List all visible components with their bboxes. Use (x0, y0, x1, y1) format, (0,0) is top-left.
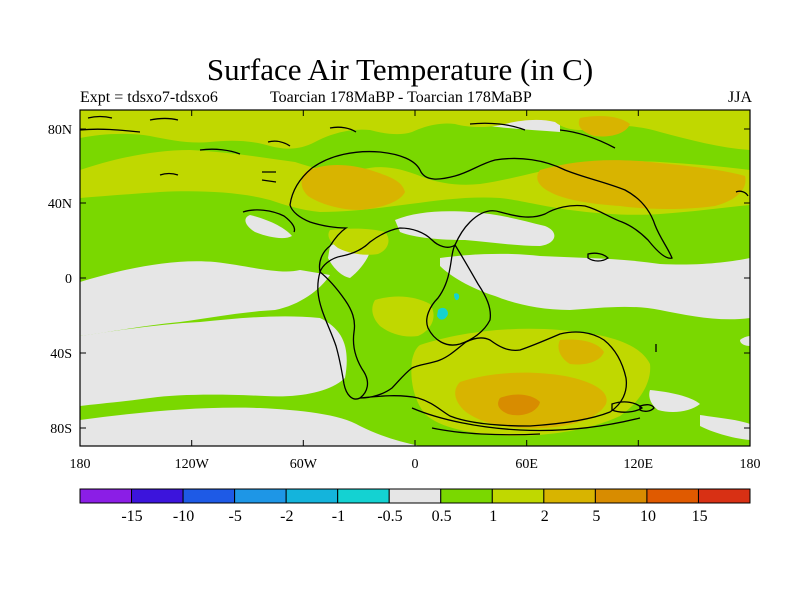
x-tick-label: 0 (412, 457, 419, 472)
field-band-neg-1 (437, 307, 448, 320)
colorbar-box (131, 488, 184, 504)
colorbar-label: 1 (489, 508, 497, 525)
field-neutral-region (395, 211, 555, 246)
field-neutral-region (80, 316, 347, 406)
field-band-2-5 (537, 160, 746, 209)
colorbar-box (491, 488, 545, 504)
period-label: Toarcian 178MaBP - Toarcian 178MaBP (270, 89, 532, 106)
field-neutral-region (740, 336, 750, 346)
y-tick-label: 40N (48, 197, 72, 212)
colorbar-box (440, 488, 493, 504)
field-neutral-region (649, 390, 700, 412)
y-tick-label: 80N (48, 123, 72, 138)
colorbar-box (646, 488, 699, 504)
x-tick-label: 60E (515, 457, 538, 472)
field-band-5-10 (498, 394, 540, 416)
coastline (426, 243, 492, 346)
coastline (87, 115, 357, 147)
colorbar-label: -0.5 (377, 508, 402, 525)
colorbar-box (79, 488, 133, 504)
coastline (655, 190, 749, 352)
coastline (639, 404, 655, 412)
x-tick-label: 180 (70, 457, 91, 472)
plot-title: Surface Air Temperature (in C) (206, 52, 594, 87)
colorbar-box (543, 488, 596, 504)
field-neutral-region (440, 253, 750, 320)
colorbar-label: -1 (332, 508, 345, 525)
colorbar-label: -5 (229, 508, 242, 525)
experiment-label: Expt = tdsxo7-tdsxo6 (80, 89, 218, 106)
coastline (611, 401, 644, 413)
colorbar-labels: -15 -10 -5 -2 -1 -0.5 0.5 1 2 5 10 15 (121, 508, 707, 525)
colorbar-label: 0.5 (432, 508, 452, 525)
y-tick-label: 0 (65, 272, 72, 287)
colorbar-label: 15 (692, 508, 708, 525)
field-neutral-region (245, 215, 292, 239)
colorbar-label: -15 (121, 508, 142, 525)
coastline (159, 171, 277, 183)
temperature-field (80, 110, 750, 446)
field-neutral-region (80, 261, 330, 336)
axis-ticks (79, 110, 751, 446)
coastline (80, 122, 616, 155)
field-band-neg-1 (454, 293, 460, 301)
y-tick-label: 40S (50, 347, 72, 362)
field-band-2-5 (578, 116, 630, 137)
x-tick-label: 120W (175, 457, 210, 472)
colorbar-label: 5 (592, 508, 600, 525)
x-tick-label: 180 (740, 457, 761, 472)
colorbar-box (182, 488, 236, 504)
y-tick-label: 80S (50, 422, 72, 437)
coastlines (80, 115, 749, 436)
x-tick-label: 60W (290, 457, 318, 472)
colorbar-box (697, 488, 751, 504)
field-band-1-2 (328, 228, 389, 255)
colorbar-label: -10 (173, 508, 194, 525)
coastline (242, 209, 296, 233)
coastline (587, 252, 610, 262)
colorbar-box (594, 488, 648, 504)
colorbar-box (285, 488, 339, 504)
coastline (359, 331, 628, 427)
colorbar-label: -2 (280, 508, 293, 525)
field-neutral-region (80, 407, 420, 446)
colorbar-box (388, 488, 442, 504)
coastline (411, 407, 641, 432)
colorbar-label: 2 (541, 508, 549, 525)
coastline (431, 427, 541, 436)
colorbar (79, 488, 751, 504)
coastline (289, 150, 673, 275)
colorbar-box (337, 488, 390, 504)
field-band-2-5 (301, 165, 405, 210)
field-band-2-5 (558, 339, 604, 365)
field-neutral-region (700, 415, 750, 440)
season-label: JJA (727, 89, 752, 106)
x-tick-label: 120E (624, 457, 654, 472)
colorbar-box (234, 488, 287, 504)
field-band-1-2 (372, 296, 434, 337)
colorbar-label: 10 (640, 508, 656, 525)
